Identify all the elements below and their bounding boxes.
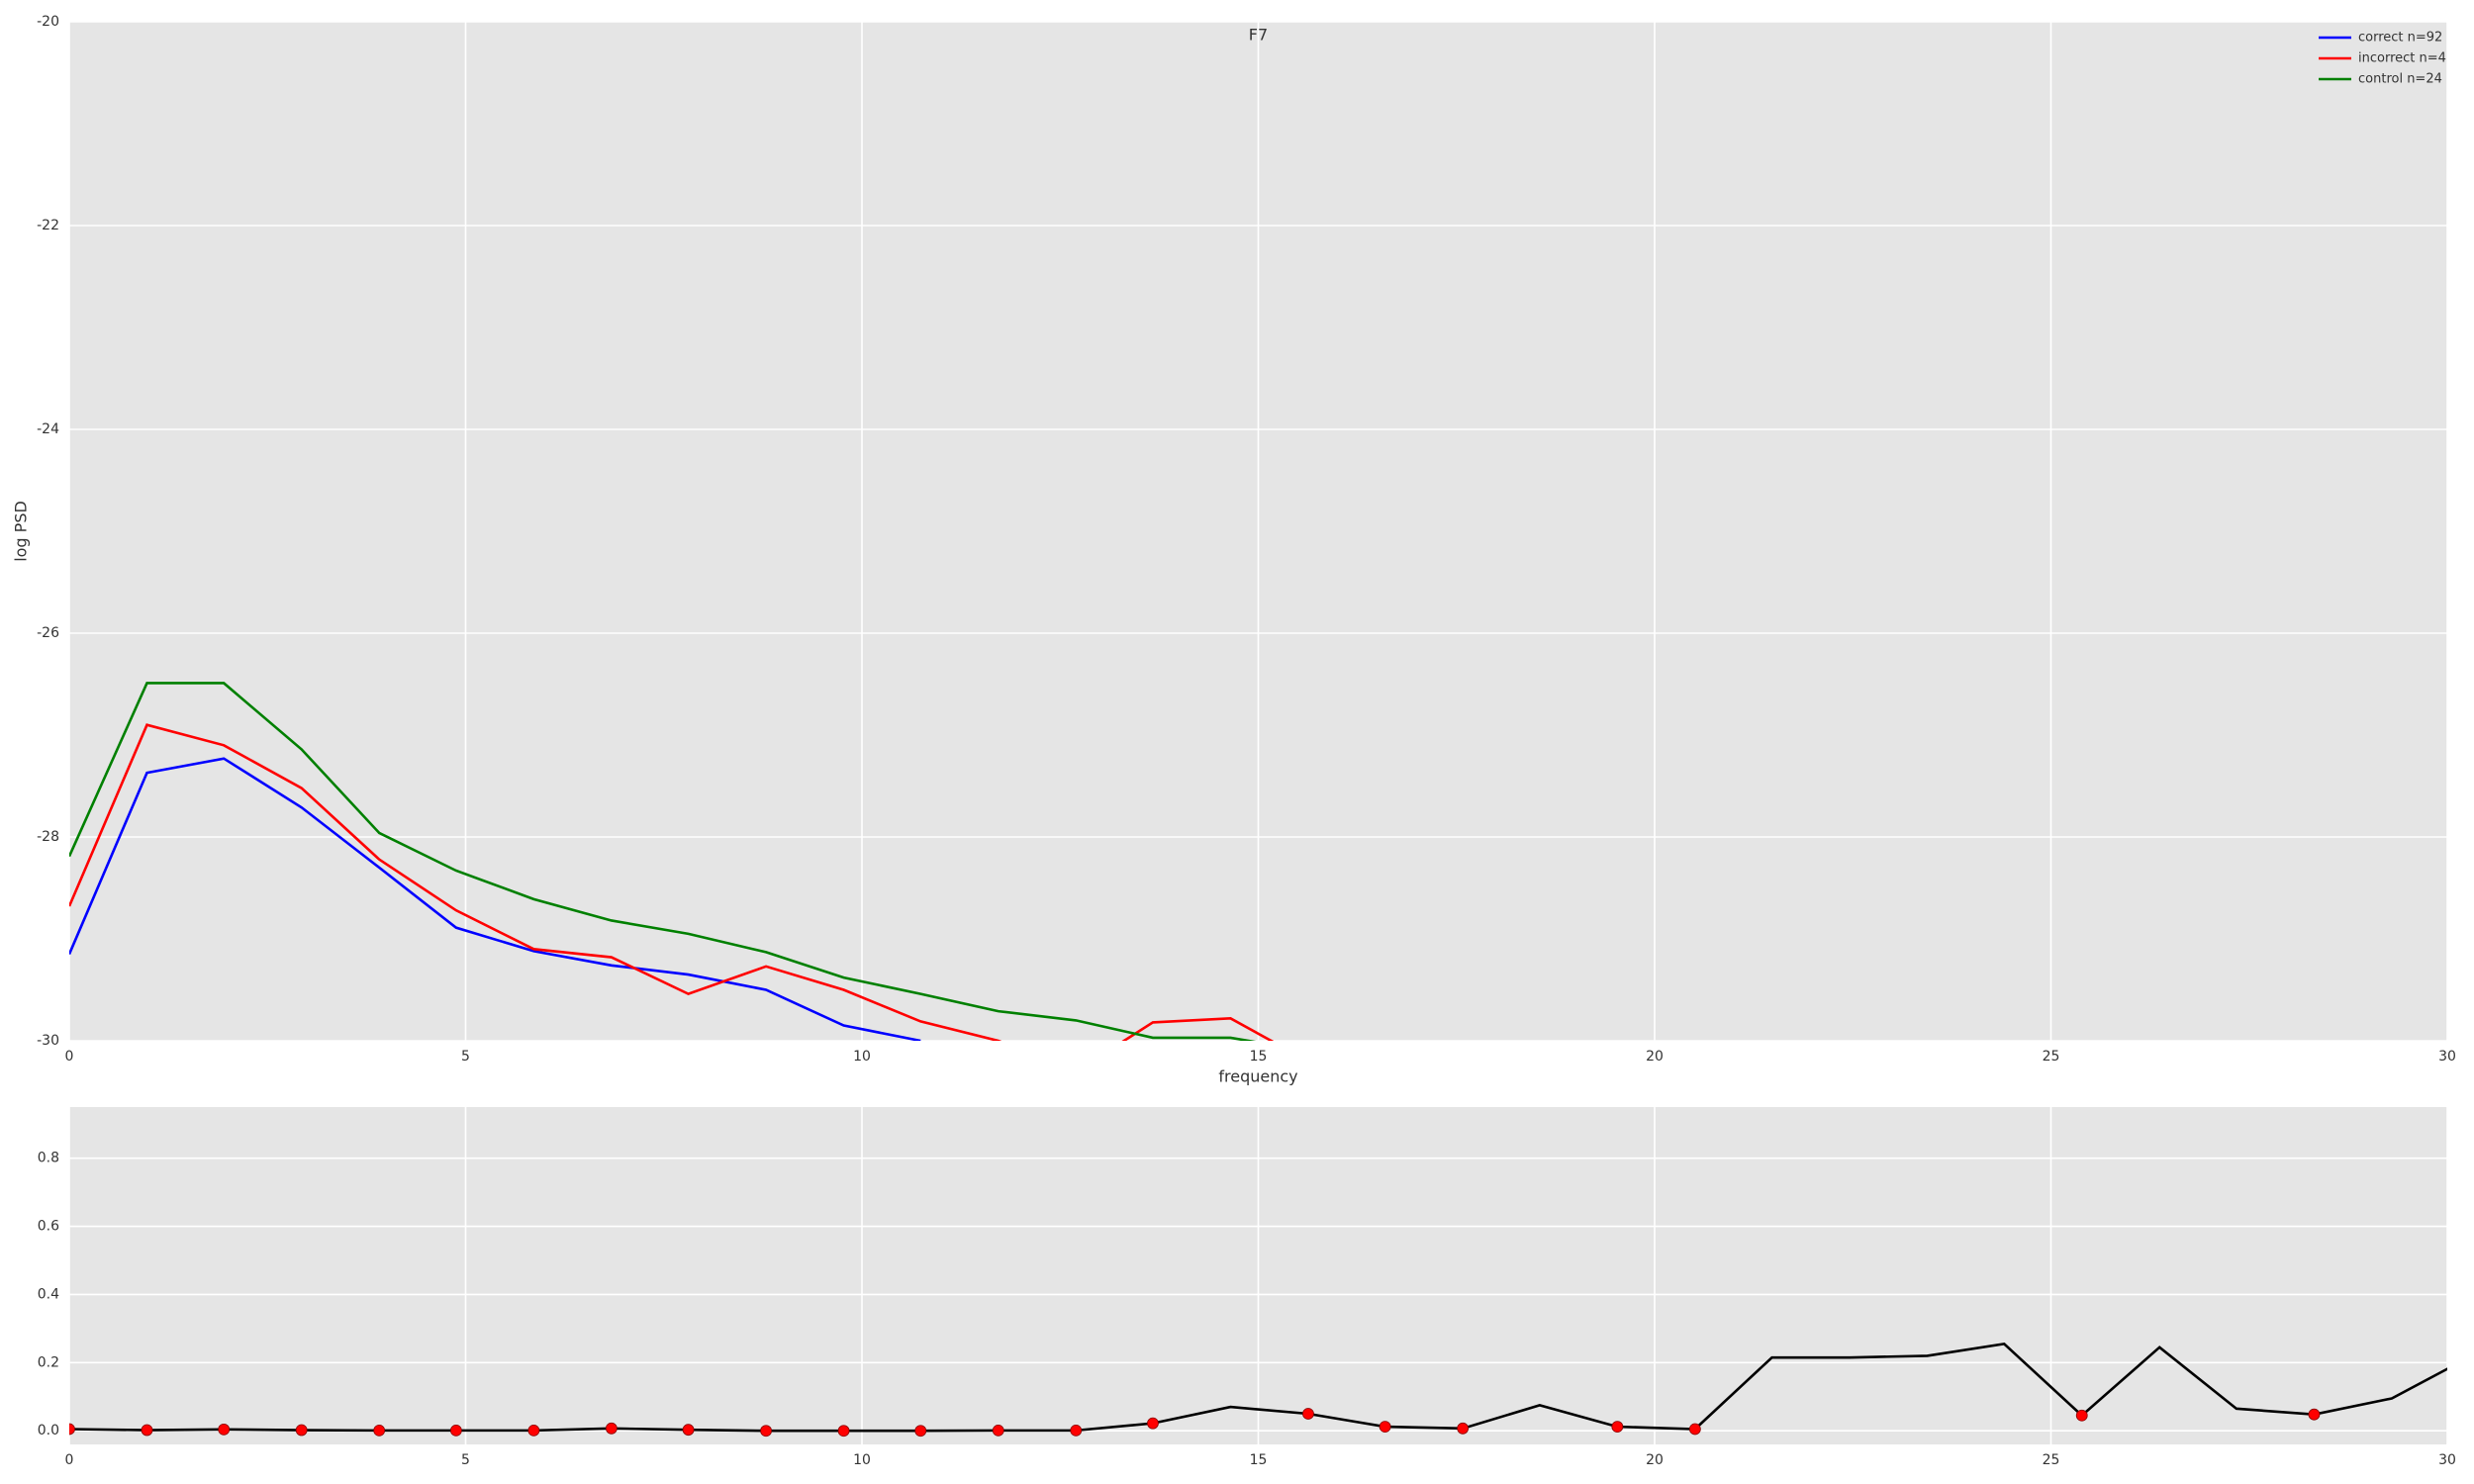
data-point [2075, 1409, 2088, 1422]
x-tick-label: 25 [2043, 1452, 2060, 1468]
data-point [760, 1425, 772, 1438]
data-point [2308, 1408, 2321, 1421]
y-tick-label: 0.2 [38, 1354, 59, 1370]
y-tick-label: 0.6 [38, 1219, 59, 1235]
data-point [605, 1422, 618, 1435]
x-tick-label: 5 [461, 1049, 470, 1065]
data-point [992, 1424, 1004, 1437]
y-tick-label: -28 [37, 829, 59, 845]
x-tick-label: 5 [461, 1452, 470, 1468]
data-point [218, 1423, 231, 1436]
y-tick-label: -20 [37, 14, 59, 30]
y-tick-label: -26 [37, 625, 59, 641]
x-tick-label: 30 [2438, 1049, 2456, 1065]
data-point [1457, 1422, 1470, 1435]
data-point [69, 1423, 75, 1436]
x-tick-label: 20 [1646, 1049, 1664, 1065]
data-point [682, 1424, 695, 1437]
y-tick-label: 0.8 [38, 1151, 59, 1166]
legend-label: control n=24 [2358, 72, 2442, 87]
data-point [295, 1424, 308, 1437]
data-point [914, 1425, 927, 1438]
data-point [449, 1424, 462, 1437]
legend-label: incorrect n=4 [2358, 51, 2446, 66]
data-point [1379, 1421, 1391, 1433]
x-tick-label: 10 [853, 1452, 871, 1468]
data-point [527, 1424, 540, 1437]
x-tick-label: 0 [65, 1452, 74, 1468]
x-tick-label: 15 [1250, 1049, 1268, 1065]
series-line [69, 682, 1257, 1041]
y-axis-label: log PSD [12, 501, 31, 562]
data-point [1611, 1421, 1624, 1433]
x-tick-label: 30 [2438, 1452, 2456, 1468]
x-axis-label: frequency [1218, 1067, 1297, 1086]
y-tick-label: 0.0 [38, 1423, 59, 1438]
data-point [837, 1425, 850, 1438]
series-group [69, 682, 1275, 1041]
series-group [69, 1343, 2447, 1438]
y-tick-label: -30 [37, 1033, 59, 1049]
series-line [69, 1343, 2447, 1433]
data-point [1302, 1408, 1314, 1420]
data-point [1147, 1417, 1159, 1430]
series-line [69, 757, 921, 1041]
y-tick-label: -24 [37, 421, 59, 437]
data-point [373, 1424, 386, 1437]
x-tick-label: 15 [1250, 1452, 1268, 1468]
x-tick-label: 25 [2043, 1049, 2060, 1065]
y-tick-label: -22 [37, 218, 59, 233]
y-tick-label: 0.4 [38, 1286, 59, 1302]
chart-title: F7 [1249, 26, 1268, 45]
legend-label: correct n=92 [2358, 31, 2442, 46]
data-point [1070, 1424, 1083, 1437]
data-point [141, 1424, 153, 1437]
series-line [69, 723, 1275, 1041]
x-tick-label: 20 [1646, 1452, 1664, 1468]
x-tick-label: 0 [65, 1049, 74, 1065]
data-point [1688, 1423, 1701, 1436]
x-tick-label: 10 [853, 1049, 871, 1065]
